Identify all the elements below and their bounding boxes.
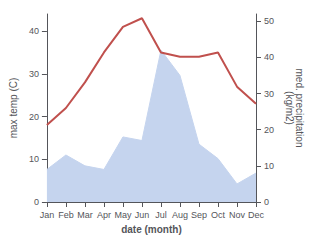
svg-text:20: 20 [264,125,274,135]
svg-text:Apr: Apr [97,210,111,220]
svg-text:date (month): date (month) [121,224,182,235]
svg-text:Jun: Jun [135,210,150,220]
svg-text:May: May [114,210,132,220]
svg-text:30: 30 [29,69,39,79]
svg-text:10: 10 [264,161,274,171]
svg-text:Mar: Mar [77,210,93,220]
svg-text:Oct: Oct [211,210,226,220]
svg-text:30: 30 [264,89,274,99]
svg-text:Nov: Nov [229,210,246,220]
svg-text:40: 40 [29,26,39,36]
svg-text:Jan: Jan [40,210,55,220]
svg-text:Sep: Sep [191,210,207,220]
svg-text:0: 0 [34,197,39,207]
svg-text:Dec: Dec [248,210,265,220]
svg-text:Jul: Jul [155,210,167,220]
svg-text:Aug: Aug [172,210,188,220]
svg-text:20: 20 [29,112,39,122]
svg-text:10: 10 [29,154,39,164]
svg-text:Feb: Feb [58,210,74,220]
svg-text:(kg/m2): (kg/m2) [284,91,295,125]
svg-text:40: 40 [264,52,274,62]
svg-text:0: 0 [264,197,269,207]
svg-text:max temp (C): max temp (C) [8,78,19,139]
svg-text:50: 50 [264,16,274,26]
svg-text:med. precipitation: med. precipitation [294,68,306,148]
